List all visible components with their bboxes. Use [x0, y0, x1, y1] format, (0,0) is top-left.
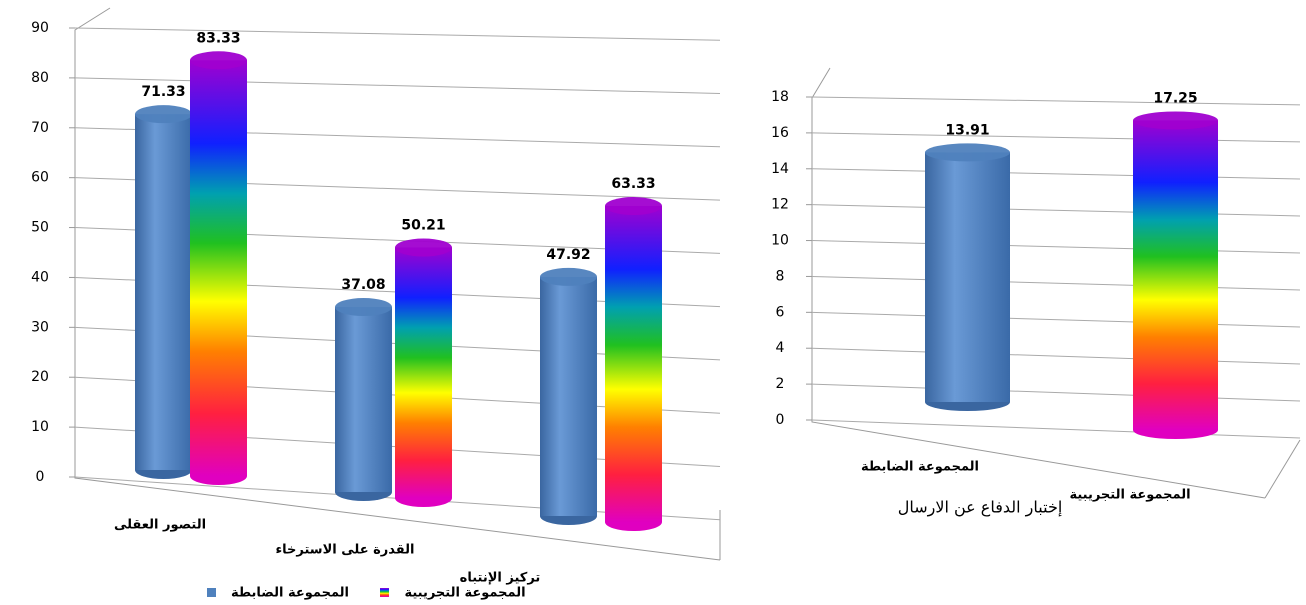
y-tick-label: 50	[31, 220, 49, 236]
bar	[1133, 120, 1218, 430]
axis-frame	[811, 67, 1266, 499]
legend-swatch	[207, 588, 216, 597]
x-tick-label: تركيز الإنتباه	[460, 571, 541, 586]
grid-line	[74, 77, 721, 94]
grid-line	[811, 419, 1301, 439]
grid-line	[811, 311, 1301, 328]
grid-line	[811, 383, 1301, 402]
x-tick-label: المجموعة التجريبية	[1069, 488, 1190, 503]
grid-line	[811, 240, 1301, 254]
y-tick-label: 12	[771, 197, 789, 213]
grid-line	[811, 275, 1301, 291]
data-label: 63.33	[611, 176, 655, 192]
y-tick-label: 10	[771, 233, 789, 249]
y-tick-label: 8	[776, 268, 785, 284]
y-tick-label: 40	[31, 269, 49, 285]
data-label: 47.92	[546, 247, 590, 263]
grid-line	[811, 132, 1301, 143]
data-label: 37.08	[341, 277, 385, 293]
y-tick-label: 10	[31, 419, 49, 435]
y-tick-label: 60	[31, 170, 49, 186]
bar	[605, 206, 662, 523]
y-tick-label: 70	[31, 120, 49, 136]
y-tick-label: 6	[776, 304, 785, 320]
y-tick-label: 0	[36, 469, 45, 485]
bar	[335, 307, 392, 492]
data-label: 50.21	[401, 218, 445, 234]
bar-top	[190, 51, 247, 70]
data-label: 83.33	[196, 30, 240, 46]
bar-top	[605, 197, 662, 216]
x-tick-label: القدرة على الاسترخاء	[276, 543, 415, 558]
x-axis-title: إختبار الدفاع عن الارسال	[898, 498, 1063, 518]
bar-top	[925, 143, 1010, 162]
bar	[540, 276, 597, 516]
grid-line	[811, 204, 1301, 217]
data-label: 17.25	[1153, 90, 1197, 106]
bar	[925, 152, 1010, 402]
grid-line	[811, 347, 1301, 365]
legend-swatch	[380, 588, 389, 597]
y-tick-label: 20	[31, 369, 49, 385]
data-label: 13.91	[945, 122, 989, 138]
floor-edge	[1264, 439, 1301, 499]
x-tick-label: التصور العقلى	[114, 518, 206, 533]
data-label: 71.33	[141, 84, 185, 100]
legend-label: المجموعة التجريبية	[404, 586, 525, 601]
bar-top	[540, 267, 597, 286]
bar-top	[395, 238, 452, 257]
y-tick-label: 16	[771, 125, 789, 141]
bar-top	[1133, 111, 1218, 130]
y-tick-label: 2	[776, 376, 785, 392]
y-tick-label: 90	[31, 20, 49, 36]
bar-top	[135, 105, 192, 124]
y-tick-label: 14	[771, 161, 789, 177]
bar-top	[335, 298, 392, 317]
y-tick-label: 4	[776, 340, 785, 356]
x-tick-label: المجموعة الضابطة	[861, 460, 979, 475]
grid-line	[811, 96, 1301, 106]
axis-frame	[74, 7, 721, 561]
y-tick-label: 0	[776, 412, 785, 428]
y-tick-label: 18	[771, 89, 789, 105]
grid-line	[74, 27, 721, 41]
y-tick-label: 80	[31, 70, 49, 86]
bar	[395, 247, 452, 498]
bar	[135, 114, 192, 471]
bar	[190, 60, 247, 477]
y-tick-label: 30	[31, 319, 49, 335]
legend-label: المجموعة الضابطة	[231, 586, 349, 601]
grid-line	[811, 168, 1301, 180]
